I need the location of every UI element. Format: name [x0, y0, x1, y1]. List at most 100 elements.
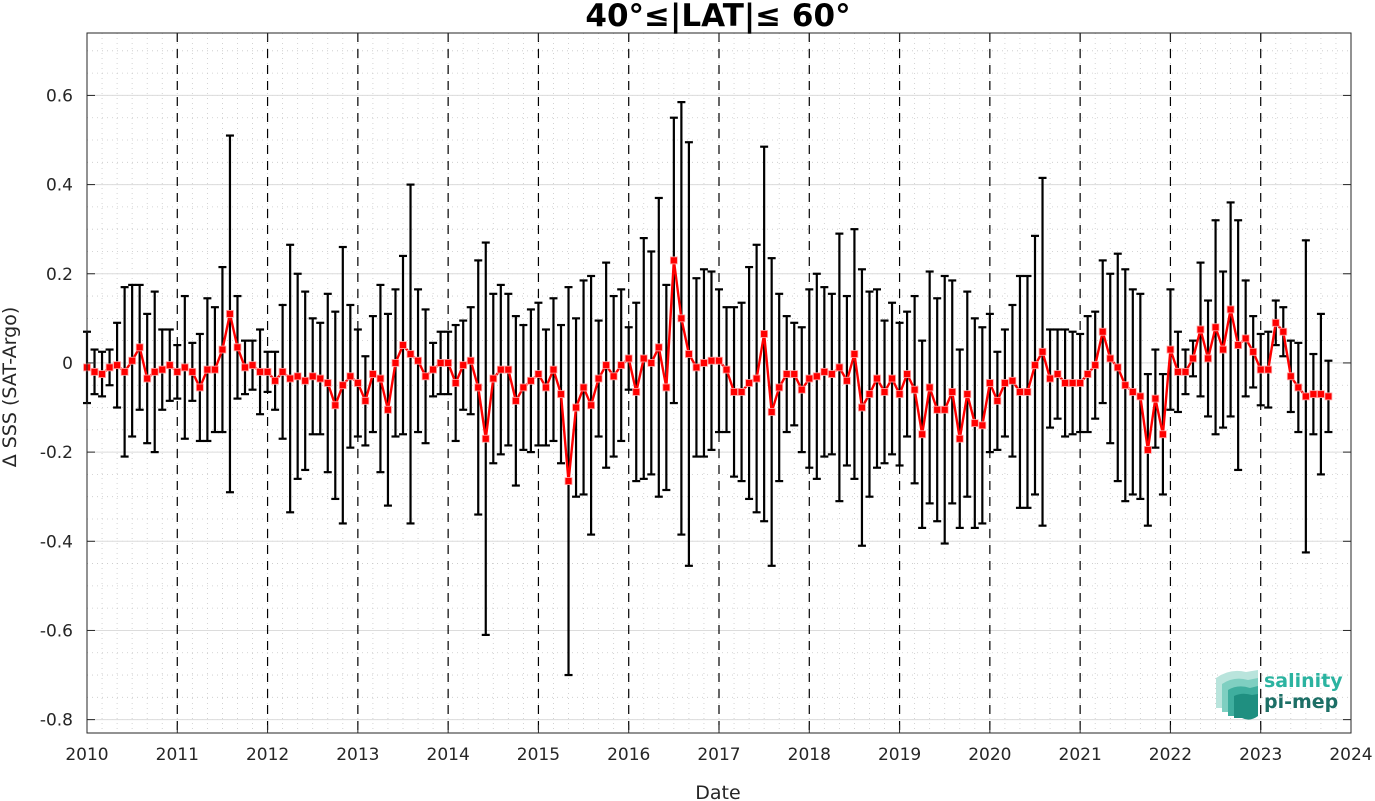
data-point	[767, 408, 776, 416]
data-point	[158, 365, 167, 374]
data-point	[730, 388, 738, 396]
data-point	[692, 363, 701, 372]
logo-wave-icon	[1216, 670, 1258, 720]
data-point	[835, 363, 844, 372]
data-point	[173, 367, 182, 376]
data-point	[519, 383, 528, 392]
data-point	[669, 256, 678, 265]
data-point	[150, 367, 159, 376]
data-point	[827, 370, 836, 378]
data-point	[353, 379, 362, 387]
data-point	[925, 383, 934, 392]
data-point	[654, 343, 663, 352]
data-point	[865, 390, 874, 399]
data-point	[647, 359, 656, 367]
y-tick-label: -0.6	[40, 621, 73, 641]
year-separators	[176, 33, 1262, 733]
logo-text-line2: pi-mep	[1264, 691, 1338, 713]
data-point	[1256, 365, 1265, 374]
data-point	[248, 361, 257, 370]
data-point	[542, 383, 550, 392]
x-axis-label: Date	[695, 782, 740, 801]
error-bars	[83, 101, 1333, 677]
data-point	[1189, 354, 1197, 363]
data-point	[1324, 392, 1333, 401]
data-point	[587, 401, 595, 410]
x-tick-label: 2017	[697, 745, 740, 765]
data-point	[1166, 345, 1175, 354]
data-point	[120, 367, 129, 376]
data-point	[489, 374, 498, 383]
data-point	[775, 383, 784, 392]
data-point	[843, 376, 851, 385]
data-point	[211, 365, 219, 374]
data-point	[256, 367, 264, 376]
data-point	[850, 350, 859, 358]
data-point	[165, 361, 174, 370]
chart-title: 40°≤|LAT|≤ 60°	[585, 0, 850, 34]
data-point	[527, 376, 535, 385]
data-point	[241, 363, 249, 372]
data-point	[1106, 354, 1115, 363]
y-tick-label: 0.6	[46, 86, 73, 106]
data-point	[557, 390, 565, 399]
data-point	[617, 361, 626, 370]
data-point	[1204, 354, 1212, 363]
data-point	[105, 363, 114, 372]
x-tick-label: 2012	[246, 745, 289, 765]
data-point	[511, 396, 520, 405]
data-point	[858, 403, 866, 412]
data-point	[1023, 388, 1032, 396]
data-point	[1143, 445, 1152, 454]
data-point	[955, 434, 964, 443]
data-point	[602, 361, 611, 370]
data-point	[1234, 341, 1243, 350]
x-tick-label: 2010	[65, 745, 108, 765]
data-point	[1076, 379, 1085, 387]
data-point	[662, 383, 671, 392]
axis-ticks	[86, 33, 1352, 733]
data-point	[903, 370, 911, 378]
data-point	[203, 365, 212, 374]
x-tick-label: 2014	[427, 745, 470, 765]
data-point	[1279, 327, 1288, 336]
data-point	[820, 367, 829, 376]
data-point	[534, 370, 543, 378]
data-point	[1301, 392, 1310, 401]
data-point	[752, 374, 761, 383]
data-point	[1174, 367, 1182, 376]
data-point	[760, 330, 769, 338]
data-point	[1226, 305, 1235, 314]
data-point	[451, 379, 460, 387]
data-point	[677, 314, 686, 323]
data-point	[805, 374, 814, 383]
data-point	[993, 396, 1002, 405]
data-point	[1083, 370, 1092, 378]
logo-text-line1: salinity	[1264, 670, 1343, 692]
y-tick-label: -0.2	[40, 443, 73, 463]
data-point	[737, 388, 746, 396]
data-point	[812, 372, 821, 381]
data-point	[1098, 327, 1107, 336]
data-point	[361, 396, 370, 405]
data-point	[873, 374, 881, 383]
data-point	[391, 359, 400, 367]
data-point	[1211, 323, 1220, 332]
data-point	[331, 401, 340, 410]
data-point	[226, 309, 234, 318]
x-tick-labels: 2010 2011 2012 2013 2014 2015 2016 2017 2018 2019…	[65, 745, 1372, 765]
data-point	[888, 374, 896, 383]
data-point	[278, 367, 287, 376]
y-tick-label: 0.2	[46, 265, 73, 285]
data-point	[1038, 347, 1047, 356]
data-point	[338, 381, 347, 390]
data-point	[1286, 372, 1295, 381]
y-axis-label: Δ SSS (SAT-Argo)	[0, 307, 21, 467]
data-point	[880, 388, 889, 396]
data-point	[940, 405, 949, 414]
data-point	[436, 359, 445, 367]
data-point	[444, 359, 453, 367]
data-point	[1294, 383, 1303, 392]
data-point	[594, 374, 603, 383]
data-point	[632, 388, 641, 396]
